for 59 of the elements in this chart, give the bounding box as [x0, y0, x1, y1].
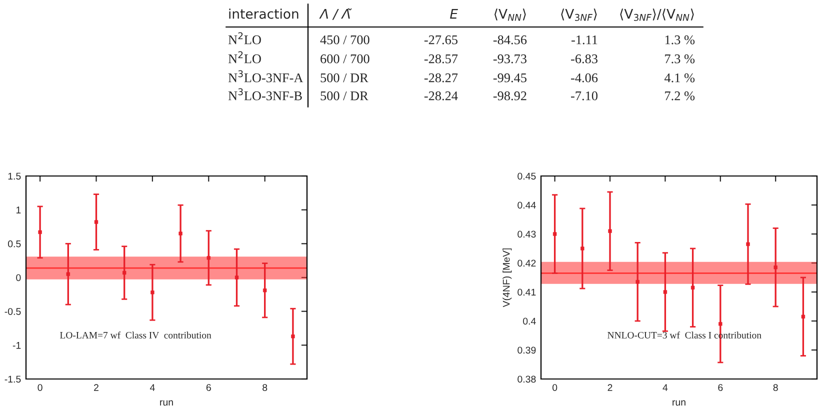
x-tick-label: 0 [38, 384, 42, 391]
y-tick-label: 0.44 [518, 202, 536, 209]
text: 600 / 700 [320, 54, 370, 64]
text: ⟨V$_{3NF}$⟩ [561, 8, 597, 21]
text: -28.27 [424, 73, 458, 82]
x-tick-label: 6 [718, 384, 723, 391]
text: ⟨V$_{3NF}$⟩/⟨V$_{NN}$⟩ [620, 8, 694, 21]
x-tick-label: 8 [773, 384, 778, 391]
text: N$^{3}$LO-3NF-A [228, 70, 304, 82]
x-tick-label: 4 [662, 384, 668, 391]
text: 450 / 700 [320, 35, 370, 44]
y-tick-label: 0.4 [523, 318, 536, 325]
x-tick-label: 6 [206, 384, 211, 391]
text: -1.11 [572, 35, 598, 44]
text: 4.1 % [664, 73, 695, 82]
text: -84.56 [493, 35, 527, 44]
text: N$^{3}$LO-3NF-B [228, 88, 302, 100]
text: Λ / Λ̃ [319, 8, 352, 20]
x-axis-title: run [672, 400, 686, 406]
y-tick-label: 1.5 [8, 172, 21, 180]
y-tick-label: -1 [12, 342, 21, 349]
y-tick-label: 0.5 [8, 240, 21, 248]
text: -7.10 [571, 91, 598, 100]
text: -98.92 [493, 91, 526, 100]
text: -28.24 [424, 91, 458, 100]
text: -93.73 [493, 54, 526, 64]
y-tick-label: 0.42 [518, 260, 536, 267]
y-tick-label: -0.5 [4, 308, 21, 315]
text: -28.57 [424, 54, 458, 64]
text: N$^{2}$LO [228, 51, 261, 64]
text: interaction [229, 8, 298, 19]
y-tick-label: 0 [16, 274, 21, 282]
text: 7.2 % [665, 91, 695, 100]
x-axis-title: run [160, 400, 173, 406]
x-tick-label: 2 [608, 384, 612, 391]
y-tick-label: 0.41 [518, 288, 536, 296]
y-tick-label: 0.45 [518, 172, 536, 180]
text: ⟨V$_{NN}$⟩ [494, 8, 526, 21]
text: -99.45 [493, 73, 526, 82]
text: 7.3 % [665, 54, 695, 64]
text: 500 / DR [320, 91, 368, 100]
text: -6.83 [571, 54, 598, 64]
annotation: LO-LAM=7 wf Class IV contribution [60, 332, 212, 339]
y-axis-title: V(4NF) [MeV] [502, 248, 512, 308]
text: 500 / DR [320, 73, 368, 82]
y-tick-label: -1.5 [4, 376, 21, 383]
text: E [450, 9, 458, 19]
text: 1.3 % [665, 35, 695, 44]
x-tick-label: 4 [150, 384, 155, 391]
x-tick-label: 0 [552, 384, 558, 391]
y-tick-label: 0.39 [518, 346, 536, 354]
text: N$^{2}$LO [228, 32, 261, 44]
y-tick-label: 0.43 [518, 230, 536, 238]
text: -27.65 [424, 35, 458, 44]
x-tick-label: 2 [94, 384, 98, 391]
y-tick-label: 0.38 [518, 376, 536, 383]
x-tick-label: 8 [262, 384, 268, 391]
text: -4.06 [571, 73, 598, 82]
y-tick-label: 1 [16, 206, 21, 214]
